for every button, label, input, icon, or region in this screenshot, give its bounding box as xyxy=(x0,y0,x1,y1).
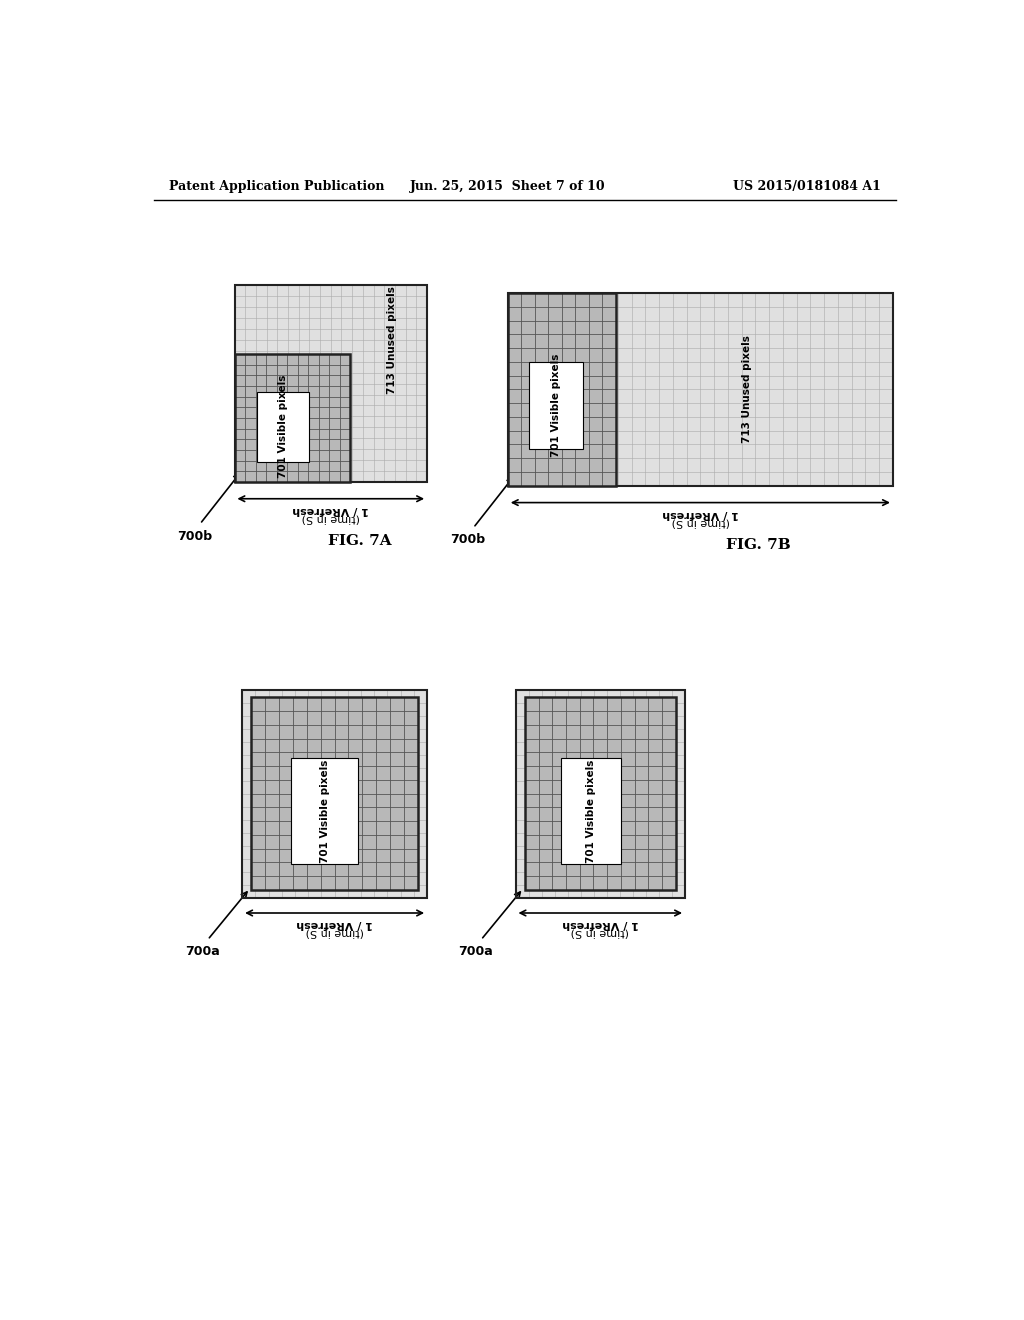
Text: 700a: 700a xyxy=(458,945,493,958)
Bar xyxy=(243,689,427,898)
Text: Patent Application Publication: Patent Application Publication xyxy=(169,181,385,194)
Text: 1 / VRefresh: 1 / VRefresh xyxy=(662,508,738,519)
Text: 701 Visible pixels: 701 Visible pixels xyxy=(586,759,596,863)
Text: (time in S): (time in S) xyxy=(302,513,360,523)
Text: FIG. 7B: FIG. 7B xyxy=(726,539,791,552)
Bar xyxy=(508,293,615,486)
Text: FIG. 7A: FIG. 7A xyxy=(328,535,391,548)
Bar xyxy=(508,293,893,486)
Text: 1 / VRefresh: 1 / VRefresh xyxy=(296,919,373,929)
Text: 700a: 700a xyxy=(184,945,219,958)
Bar xyxy=(529,362,584,449)
Text: 700b: 700b xyxy=(451,533,485,546)
Bar xyxy=(508,293,893,486)
Text: US 2015/0181084 A1: US 2015/0181084 A1 xyxy=(733,181,882,194)
Bar xyxy=(524,697,676,890)
Bar xyxy=(234,285,427,482)
Text: 701 Visible pixels: 701 Visible pixels xyxy=(551,354,561,457)
Bar xyxy=(257,392,308,462)
Text: (time in S): (time in S) xyxy=(305,928,364,937)
Text: 713 Unused pixels: 713 Unused pixels xyxy=(741,335,752,444)
Text: Jun. 25, 2015  Sheet 7 of 10: Jun. 25, 2015 Sheet 7 of 10 xyxy=(410,181,605,194)
Bar xyxy=(561,758,622,863)
Text: 701 Visible pixels: 701 Visible pixels xyxy=(278,375,288,478)
Bar xyxy=(515,689,685,898)
Bar xyxy=(252,697,418,890)
Bar xyxy=(515,689,685,898)
Text: 1 / VRefresh: 1 / VRefresh xyxy=(293,506,369,515)
Bar xyxy=(524,697,676,890)
Bar xyxy=(508,293,615,486)
Bar xyxy=(234,285,427,482)
Text: 701 Visible pixels: 701 Visible pixels xyxy=(319,759,330,863)
Bar xyxy=(292,758,358,863)
Bar xyxy=(252,697,418,890)
Text: 1 / VRefresh: 1 / VRefresh xyxy=(562,919,639,929)
Bar xyxy=(234,354,350,482)
Bar xyxy=(243,689,427,898)
Text: 713 Unused pixels: 713 Unused pixels xyxy=(387,286,397,395)
Text: 700b: 700b xyxy=(177,529,212,543)
Text: (time in S): (time in S) xyxy=(671,517,729,527)
Bar xyxy=(234,354,350,482)
Text: (time in S): (time in S) xyxy=(571,928,630,937)
